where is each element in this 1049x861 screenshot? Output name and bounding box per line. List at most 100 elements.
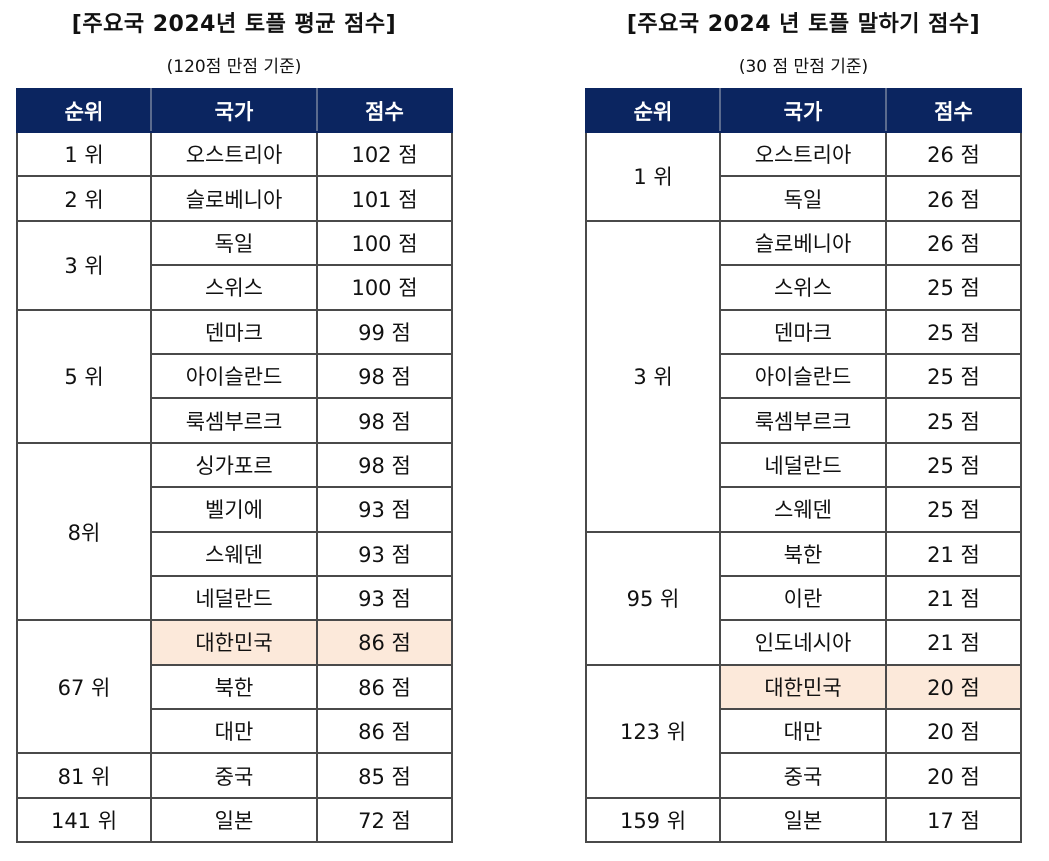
table-row: 북한 86 점 [17, 663, 453, 711]
rank-cell: 5 위 [16, 308, 152, 444]
header-rank: 순위 [585, 88, 721, 133]
score-cell: 86 점 [316, 663, 453, 711]
table-row: 159 위 일본 17 점 [585, 796, 1022, 844]
country-cell: 룩셈부르크 [719, 397, 887, 444]
header-score: 점수 [885, 88, 1022, 133]
country-cell: 오스트리아 [150, 130, 318, 178]
score-cell: 21 점 [885, 530, 1022, 577]
table-row: 룩셈부르크 25 점 [586, 397, 1022, 444]
table-row: 덴마크 25 점 [586, 308, 1022, 355]
table-row: 네덜란드 93 점 [17, 574, 453, 622]
country-cell: 네덜란드 [719, 441, 887, 489]
country-cell: 이란 [719, 574, 887, 622]
country-cell: 아이슬란드 [719, 352, 887, 400]
score-cell: 26 점 [885, 130, 1022, 178]
table-row: 스위스 100 점 [17, 264, 453, 311]
country-cell: 대만 [150, 708, 318, 755]
table-row: 141 위 일본 72 점 [16, 796, 453, 844]
country-cell: 인도네시아 [719, 619, 887, 666]
table-row: 네덜란드 25 점 [586, 441, 1022, 489]
score-cell: 99 점 [316, 308, 453, 355]
table-row: 대만 20 점 [586, 708, 1022, 755]
header-score: 점수 [316, 88, 453, 133]
score-cell: 21 점 [885, 619, 1022, 666]
table-row: 5 위 덴마크 99 점 [16, 308, 453, 444]
table-row: 스웨덴 93 점 [17, 530, 453, 577]
country-cell: 룩셈부르크 [150, 397, 318, 444]
score-cell: 25 점 [885, 397, 1022, 444]
score-cell: 25 점 [885, 441, 1022, 489]
table-row: 아이슬란드 98 점 [17, 352, 453, 400]
country-cell: 슬로베니아 [150, 175, 318, 222]
score-cell: 98 점 [316, 352, 453, 400]
table-row: 벨기에 93 점 [17, 486, 453, 533]
rank-cell: 1 위 [16, 130, 152, 178]
table-row: 1 위 오스트리아 102 점 [16, 130, 453, 178]
rank-cell: 3 위 [16, 219, 152, 311]
table-row: 아이슬란드 25 점 [586, 352, 1022, 400]
score-cell: 26 점 [885, 175, 1022, 222]
header-rank: 순위 [16, 88, 152, 133]
table-row: 95 위 북한 21 점 [585, 530, 1022, 666]
country-cell: 덴마크 [150, 308, 318, 355]
rank-cell: 123 위 [585, 663, 721, 799]
table-row: 3 위 슬로베니아 26 점 [585, 219, 1022, 533]
country-cell: 덴마크 [719, 308, 887, 355]
table-row: 81 위 중국 85 점 [16, 752, 453, 799]
table-row: 8위 싱가포르 98 점 [16, 441, 453, 622]
country-cell: 아이슬란드 [150, 352, 318, 400]
score-cell: 100 점 [316, 219, 453, 267]
country-cell: 북한 [719, 530, 887, 577]
score-cell: 25 점 [885, 264, 1022, 311]
table-row: 인도네시아 21 점 [586, 619, 1022, 666]
country-cell: 대한민국 [719, 663, 887, 711]
header-country: 국가 [150, 88, 318, 133]
country-cell: 싱가포르 [150, 441, 318, 489]
score-cell: 20 점 [885, 708, 1022, 755]
table-row: 스위스 25 점 [586, 264, 1022, 311]
score-cell: 21 점 [885, 574, 1022, 622]
rank-cell: 3 위 [585, 219, 721, 533]
country-cell: 스위스 [719, 264, 887, 311]
table-row: 2 위 슬로베니아 101 점 [16, 175, 453, 222]
country-cell: 일본 [150, 796, 318, 844]
score-cell: 98 점 [316, 441, 453, 489]
country-cell: 스웨덴 [719, 486, 887, 533]
score-cell: 93 점 [316, 486, 453, 533]
country-cell: 독일 [150, 219, 318, 267]
country-cell: 오스트리아 [719, 130, 887, 178]
score-cell: 102 점 [316, 130, 453, 178]
country-cell: 대한민국 [150, 619, 318, 666]
average-table-subtitle: (120점 만점 기준) [166, 57, 302, 77]
score-cell: 26 점 [885, 219, 1022, 267]
table-row: 독일 26 점 [586, 175, 1022, 222]
country-cell: 벨기에 [150, 486, 318, 533]
score-cell: 86 점 [316, 708, 453, 755]
table-row: 룩셈부르크 98 점 [17, 397, 453, 444]
score-cell: 20 점 [885, 663, 1022, 711]
rank-cell: 67 위 [16, 619, 152, 755]
score-cell: 98 점 [316, 397, 453, 444]
rank-cell: 159 위 [585, 796, 721, 844]
average-table-title: [주요국 2024년 토플 평균 점수] [71, 12, 397, 37]
score-cell: 25 점 [885, 486, 1022, 533]
score-cell: 17 점 [885, 796, 1022, 844]
country-cell: 중국 [719, 752, 887, 799]
country-cell: 북한 [150, 663, 318, 711]
speaking-table-subtitle: (30 점 만점 기준) [738, 57, 869, 77]
rank-cell: 141 위 [16, 796, 152, 844]
rank-cell: 8위 [16, 441, 152, 622]
country-cell: 중국 [150, 752, 318, 799]
table-header-row: 순위 국가 점수 [585, 88, 1022, 133]
score-cell: 100 점 [316, 264, 453, 311]
score-cell: 85 점 [316, 752, 453, 799]
table-header-row: 순위 국가 점수 [16, 88, 453, 133]
rank-cell: 95 위 [585, 530, 721, 666]
score-cell: 20 점 [885, 752, 1022, 799]
country-cell: 독일 [719, 175, 887, 222]
score-cell: 25 점 [885, 308, 1022, 355]
country-cell: 대만 [719, 708, 887, 755]
table-row: 중국 20 점 [586, 752, 1022, 799]
